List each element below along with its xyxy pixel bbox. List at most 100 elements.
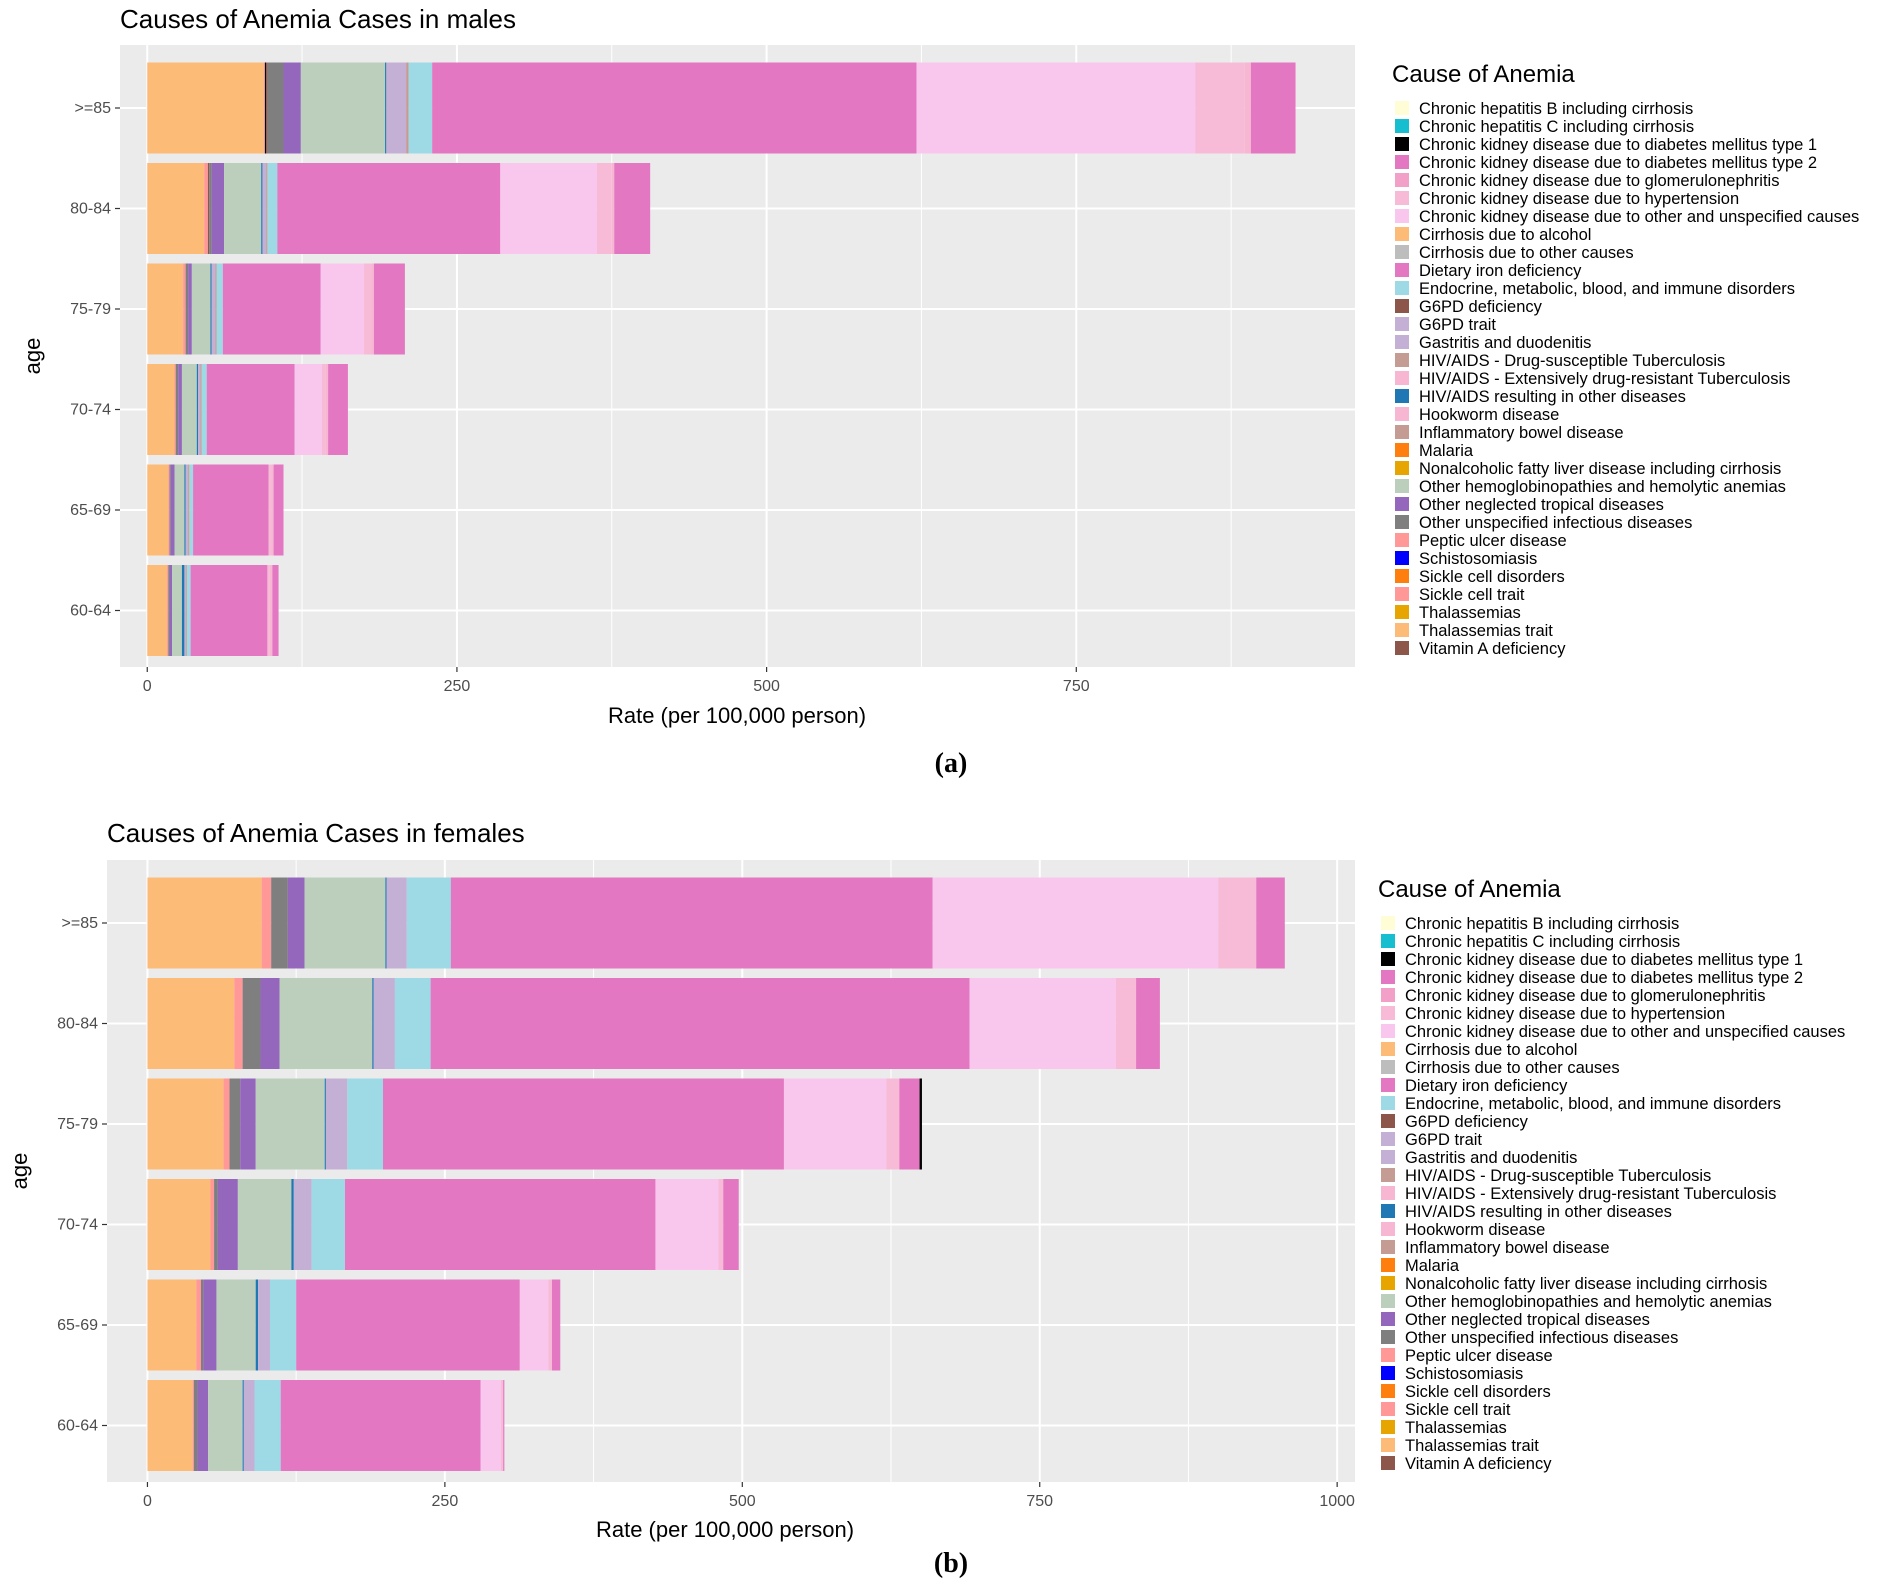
- bar-segment: [183, 263, 186, 355]
- bar-segment: [408, 62, 433, 154]
- bar-segment: [168, 464, 170, 556]
- bar-segment: [273, 464, 284, 556]
- bar-segment: [217, 1179, 238, 1270]
- bar-segment: [266, 62, 268, 154]
- bar-segment: [1218, 877, 1257, 969]
- y-tick-label: 80-84: [70, 201, 111, 218]
- bar-segment: [214, 1179, 218, 1270]
- bar-segment: [263, 62, 265, 154]
- legend-label: Inflammatory bowel disease: [1405, 1239, 1610, 1257]
- legend-key: [1381, 1186, 1395, 1200]
- legend-label: Chronic hepatitis B including cirrhosis: [1419, 100, 1693, 118]
- legend-key: [1381, 916, 1395, 930]
- bar-segment: [189, 464, 194, 556]
- bar-segment: [200, 1279, 204, 1371]
- legend-label: Hookworm disease: [1405, 1221, 1545, 1239]
- legend-label: Malaria: [1419, 442, 1474, 460]
- bar-segment: [255, 1279, 259, 1371]
- panel-label-b: (b): [934, 1548, 968, 1579]
- legend-key: [1381, 1006, 1395, 1020]
- bar-segment: [147, 1279, 197, 1371]
- bar-segment: [321, 364, 326, 455]
- legend-key: [1395, 155, 1409, 169]
- bar-segment: [500, 1380, 504, 1471]
- x-tick-label: 1000: [1319, 1493, 1355, 1510]
- bar-segment: [500, 163, 597, 254]
- legend-key: [1381, 1060, 1395, 1074]
- legend-label: Inflammatory bowel disease: [1419, 424, 1624, 442]
- bar-segment: [240, 1078, 256, 1170]
- bar-segment: [261, 163, 263, 254]
- legend-key: [1395, 281, 1409, 295]
- bar-segment: [296, 1279, 520, 1371]
- bar-segment: [264, 62, 267, 154]
- males-chart-title: Causes of Anemia Cases in males: [120, 4, 516, 34]
- legend-key: [1395, 119, 1409, 133]
- bar-segment: [237, 1179, 292, 1270]
- bar-segment: [325, 1078, 348, 1170]
- legend-key: [1395, 353, 1409, 367]
- bar-segment: [406, 877, 451, 969]
- legend-label: Chronic kidney disease due to glomerulon…: [1405, 987, 1765, 1005]
- bar-segment: [174, 364, 176, 455]
- bar-segment: [174, 464, 185, 556]
- legend-label: Endocrine, metabolic, blood, and immune …: [1419, 280, 1795, 298]
- bar-segment: [283, 62, 301, 154]
- bar-segment: [596, 163, 612, 254]
- legend-label: Gastritis and duodenitis: [1405, 1149, 1577, 1167]
- legend-key: [1395, 587, 1409, 601]
- bar-segment: [347, 1078, 384, 1170]
- bar-segment: [969, 978, 1116, 1069]
- legend-label: Chronic kidney disease due to other and …: [1419, 208, 1859, 226]
- legend-label: Other hemoglobinopathies and hemolytic a…: [1405, 1293, 1772, 1311]
- legend-key: [1381, 970, 1395, 984]
- legend-label: Nonalcoholic fatty liver disease includi…: [1419, 460, 1781, 478]
- legend-key: [1395, 479, 1409, 493]
- legend-label: Chronic hepatitis C including cirrhosis: [1419, 118, 1694, 136]
- legend-key: [1395, 515, 1409, 529]
- bar-segment: [191, 263, 211, 355]
- bar-segment: [196, 364, 199, 455]
- legend-key: [1395, 461, 1409, 475]
- bar-segment: [344, 1179, 656, 1270]
- legend-key: [1381, 1114, 1395, 1128]
- bar-segment: [280, 1380, 481, 1471]
- bar-segment: [209, 163, 212, 254]
- legend-label: Peptic ulcer disease: [1419, 532, 1567, 550]
- legend-key: [1395, 623, 1409, 637]
- legend-key: [1381, 1078, 1395, 1092]
- females-legend: Cause of Anemia Chronic hepatitis B incl…: [1378, 876, 1845, 1473]
- legend-label: HIV/AIDS - Drug-susceptible Tuberculosis: [1405, 1167, 1711, 1185]
- bar-segment: [269, 565, 273, 656]
- bar-segment: [147, 263, 184, 355]
- legend-label: Hookworm disease: [1419, 406, 1559, 424]
- legend-label: Chronic hepatitis C including cirrhosis: [1405, 933, 1680, 951]
- bar-segment: [188, 263, 192, 355]
- bar-segment: [383, 1078, 784, 1170]
- legend-label: HIV/AIDS resulting in other diseases: [1419, 388, 1686, 406]
- legend-key: [1381, 1240, 1395, 1254]
- legend-key: [1381, 1132, 1395, 1146]
- females-legend-items: Chronic hepatitis B including cirrhosisC…: [1381, 915, 1845, 1473]
- bar-segment: [186, 565, 191, 656]
- y-tick-label: >=85: [62, 915, 99, 932]
- bar-segment: [223, 1078, 230, 1170]
- legend-key: [1395, 263, 1409, 277]
- bar-segment: [169, 565, 173, 656]
- legend-key: [1395, 569, 1409, 583]
- bar-segment: [211, 263, 216, 355]
- legend-label: Chronic kidney disease due to diabetes m…: [1419, 136, 1817, 154]
- y-tick-label: 65-69: [57, 1317, 98, 1334]
- x-tick-label: 500: [729, 1493, 756, 1510]
- bar-segment: [201, 364, 207, 455]
- legend-label: Sickle cell trait: [1419, 586, 1525, 604]
- legend-key: [1395, 335, 1409, 349]
- males-y-axis-label: age: [20, 338, 45, 375]
- legend-label: Other hemoglobinopathies and hemolytic a…: [1419, 478, 1786, 496]
- y-tick-label: >=85: [75, 100, 112, 117]
- bar-segment: [271, 877, 288, 969]
- bar-segment: [260, 978, 280, 1069]
- legend-key: [1381, 1348, 1395, 1362]
- bar-segment: [718, 1179, 724, 1270]
- bar-segment: [371, 263, 374, 355]
